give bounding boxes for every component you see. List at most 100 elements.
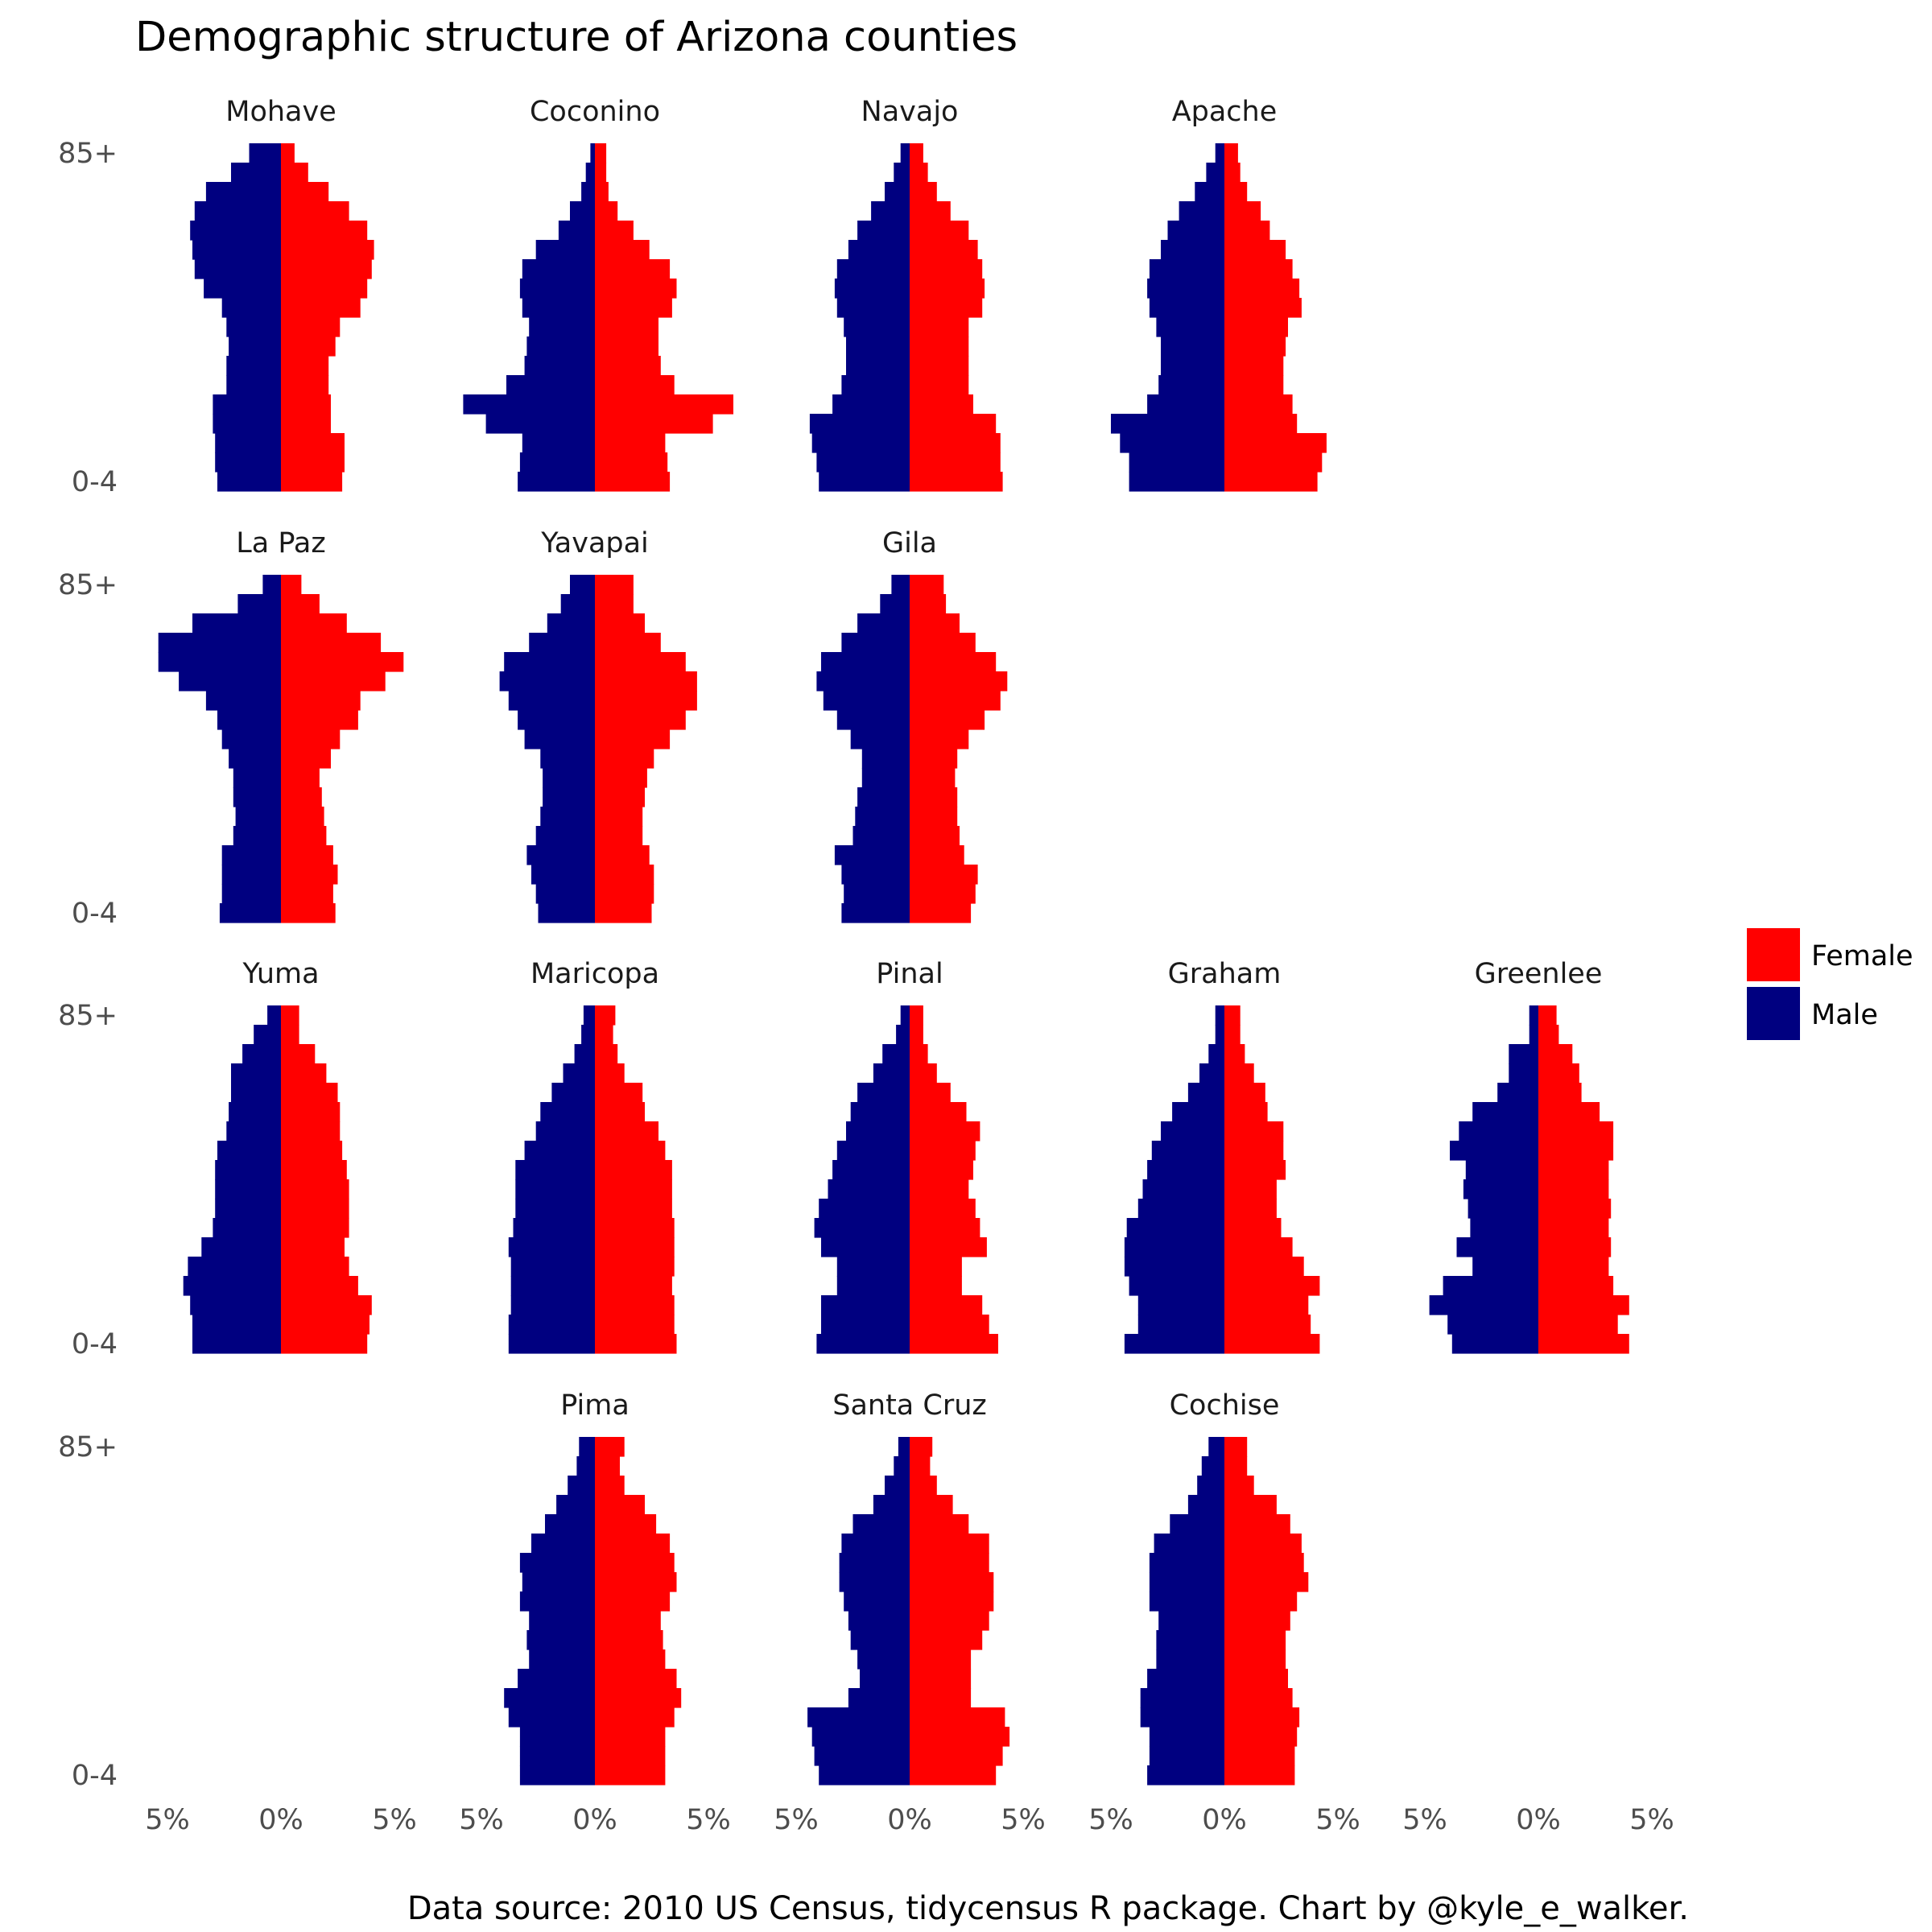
bar-male-yavapai-1 xyxy=(535,884,595,904)
bar-male-santa-cruz-8 xyxy=(848,1611,910,1631)
bar-female-la-paz-16 xyxy=(281,594,320,614)
bar-male-cochise-16 xyxy=(1201,1456,1224,1476)
bar-female-la-paz-13 xyxy=(281,652,404,672)
x-tick-label-col1-0: 5% xyxy=(459,1804,504,1836)
bar-female-coconino-1 xyxy=(595,452,668,473)
bar-male-mohave-0 xyxy=(217,472,281,492)
bar-female-greenlee-10 xyxy=(1538,1141,1614,1161)
bar-female-la-paz-9 xyxy=(281,729,341,749)
bar-male-mohave-1 xyxy=(215,452,281,473)
bar-male-la-paz-16 xyxy=(237,594,281,614)
bar-female-cochise-6 xyxy=(1224,1649,1286,1670)
panel-apache: Apache xyxy=(1111,96,1327,492)
bar-male-graham-10 xyxy=(1151,1141,1224,1161)
bar-male-apache-10 xyxy=(1147,279,1224,299)
bar-male-navajo-2 xyxy=(811,433,910,453)
bar-male-coconino-14 xyxy=(570,201,595,221)
bar-male-mohave-8 xyxy=(226,317,281,337)
bar-male-maricopa-14 xyxy=(563,1063,595,1084)
bar-male-santa-cruz-13 xyxy=(852,1514,910,1534)
bar-female-maricopa-8 xyxy=(595,1179,672,1199)
bar-female-yavapai-8 xyxy=(595,749,654,769)
bar-male-la-paz-11 xyxy=(205,691,281,711)
bar-female-yavapai-14 xyxy=(595,633,661,653)
bar-male-pinal-12 xyxy=(850,1102,910,1122)
bar-female-apache-7 xyxy=(1224,336,1286,357)
facet-label-gila: Gila xyxy=(882,527,937,559)
bar-male-santa-cruz-14 xyxy=(873,1495,910,1515)
bar-female-mohave-14 xyxy=(281,201,349,221)
bar-female-greenlee-2 xyxy=(1538,1295,1629,1315)
bar-female-yuma-9 xyxy=(281,1160,347,1180)
facet-label-yavapai: Yavapai xyxy=(540,527,649,559)
bar-female-yavapai-5 xyxy=(595,807,643,827)
bar-female-pinal-14 xyxy=(910,1063,937,1084)
bar-male-greenlee-4 xyxy=(1472,1257,1538,1277)
bar-male-apache-8 xyxy=(1156,317,1224,337)
bar-female-yavapai-2 xyxy=(595,865,654,885)
bar-male-pima-10 xyxy=(522,1572,595,1592)
bar-female-navajo-6 xyxy=(910,356,969,376)
bar-female-navajo-14 xyxy=(910,201,951,221)
bar-female-maricopa-9 xyxy=(595,1160,672,1180)
bar-female-navajo-8 xyxy=(910,317,969,337)
facet-label-pima: Pima xyxy=(560,1389,630,1422)
bar-male-yuma-16 xyxy=(254,1025,281,1045)
bar-male-pima-16 xyxy=(576,1456,595,1476)
bar-male-coconino-9 xyxy=(522,298,595,318)
bar-male-santa-cruz-17 xyxy=(898,1437,910,1457)
bar-male-la-paz-2 xyxy=(221,865,281,885)
bar-male-navajo-6 xyxy=(846,356,910,376)
bar-male-apache-3 xyxy=(1111,414,1224,434)
bar-female-gila-7 xyxy=(910,768,956,788)
bar-female-gila-2 xyxy=(910,865,978,885)
bar-male-pinal-7 xyxy=(819,1199,910,1219)
bar-male-mohave-16 xyxy=(231,163,281,183)
bar-female-mohave-16 xyxy=(281,163,308,183)
bar-female-greenlee-17 xyxy=(1538,1005,1557,1026)
facet-label-yuma: Yuma xyxy=(242,958,319,990)
bar-male-yavapai-9 xyxy=(524,729,595,749)
bar-female-navajo-10 xyxy=(910,279,985,299)
bar-male-yuma-17 xyxy=(267,1005,281,1026)
bar-male-apache-12 xyxy=(1161,240,1224,260)
bar-female-apache-2 xyxy=(1224,433,1327,453)
bar-male-apache-2 xyxy=(1120,433,1224,453)
bar-female-cochise-7 xyxy=(1224,1630,1286,1650)
panel-pima: Pima xyxy=(504,1389,682,1785)
bar-male-pinal-8 xyxy=(828,1179,910,1199)
bar-male-santa-cruz-9 xyxy=(844,1591,910,1612)
panel-yuma: Yuma xyxy=(183,958,372,1354)
bar-male-coconino-2 xyxy=(522,433,595,453)
bar-male-yavapai-17 xyxy=(570,575,595,595)
bar-female-yavapai-3 xyxy=(595,845,650,865)
bar-female-coconino-3 xyxy=(595,414,713,434)
bar-male-maricopa-12 xyxy=(540,1102,595,1122)
bar-male-yavapai-12 xyxy=(499,671,595,691)
y-tick-label-row2-low: 0-4 xyxy=(72,1328,118,1360)
bar-female-santa-cruz-2 xyxy=(910,1727,1010,1747)
bar-female-yuma-5 xyxy=(281,1237,345,1257)
bar-female-greenlee-7 xyxy=(1538,1199,1612,1219)
bar-female-coconino-17 xyxy=(595,143,607,163)
bar-male-pinal-14 xyxy=(873,1063,910,1084)
bar-male-pima-7 xyxy=(526,1630,595,1650)
bar-male-gila-5 xyxy=(855,807,910,827)
bar-female-navajo-7 xyxy=(910,336,969,357)
bar-male-pima-13 xyxy=(545,1514,595,1534)
bar-male-cochise-15 xyxy=(1197,1476,1224,1496)
bar-male-coconino-7 xyxy=(526,336,595,357)
bar-female-gila-5 xyxy=(910,807,958,827)
bar-female-coconino-11 xyxy=(595,259,671,279)
bar-female-navajo-4 xyxy=(910,394,973,415)
bar-male-pinal-16 xyxy=(896,1025,910,1045)
bar-female-santa-cruz-8 xyxy=(910,1611,989,1631)
bar-female-pinal-13 xyxy=(910,1083,951,1103)
bar-female-graham-8 xyxy=(1224,1179,1277,1199)
bar-female-cochise-11 xyxy=(1224,1553,1304,1573)
bar-female-pima-8 xyxy=(595,1611,661,1631)
bar-male-maricopa-16 xyxy=(581,1025,595,1045)
bar-female-pima-0 xyxy=(595,1765,666,1785)
bar-female-yavapai-4 xyxy=(595,826,643,846)
bar-male-gila-15 xyxy=(857,613,910,634)
